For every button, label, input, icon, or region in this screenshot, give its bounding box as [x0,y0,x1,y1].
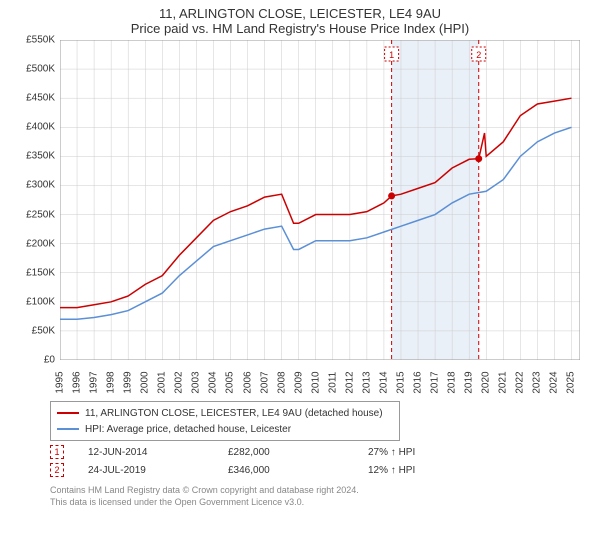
legend-label: 11, ARLINGTON CLOSE, LEICESTER, LE4 9AU … [85,408,383,419]
y-axis-label: £550K [26,35,55,46]
y-axis-label: £100K [26,296,55,307]
x-axis-label: 2003 [191,371,202,393]
sale-hpi: 12% ↑ HPI [368,465,508,476]
x-axis-label: 2012 [344,371,355,393]
x-axis-label: 2025 [566,371,577,393]
chart-title: 11, ARLINGTON CLOSE, LEICESTER, LE4 9AU [10,6,590,21]
x-axis-label: 2005 [225,371,236,393]
x-axis-label: 1996 [72,371,83,393]
x-axis-label: 2002 [174,371,185,393]
x-axis-label: 1997 [89,371,100,393]
x-axis-label: 1998 [106,371,117,393]
x-axis-label: 2022 [515,371,526,393]
y-axis-label: £350K [26,151,55,162]
sale-price: £346,000 [228,465,368,476]
chart-container: 11, ARLINGTON CLOSE, LEICESTER, LE4 9AU … [0,0,600,512]
x-axis-label: 2014 [378,371,389,393]
x-axis-label: 2023 [532,371,543,393]
sale-marker-icon: 2 [50,463,64,477]
x-axis-label: 2004 [208,371,219,393]
y-axis-label: £200K [26,238,55,249]
sale-marker-icon: 1 [50,445,64,459]
legend-item: 11, ARLINGTON CLOSE, LEICESTER, LE4 9AU … [57,405,393,421]
x-axis-label: 2019 [464,371,475,393]
legend-label: HPI: Average price, detached house, Leic… [85,424,291,435]
x-axis-label: 2011 [327,372,338,394]
sale-price: £282,000 [228,447,368,458]
sale-date: 24-JUL-2019 [88,465,228,476]
x-axis-label: 2020 [481,371,492,393]
sale-hpi: 27% ↑ HPI [368,447,508,458]
y-axis-label: £500K [26,64,55,75]
legend-swatch [57,428,79,430]
legend-swatch [57,412,79,414]
chart-area: 12 £0£50K£100K£150K£200K£250K£300K£350K£… [20,40,580,395]
x-axis-label: 2010 [310,371,321,393]
svg-text:2: 2 [476,50,481,60]
sale-row: 1 12-JUN-2014£282,00027% ↑ HPI [50,445,590,459]
x-axis-label: 2013 [361,371,372,393]
y-axis-label: £300K [26,180,55,191]
y-axis-label: £50K [32,325,55,336]
y-axis-label: £400K [26,122,55,133]
legend: 11, ARLINGTON CLOSE, LEICESTER, LE4 9AU … [50,401,400,441]
y-axis-label: £450K [26,93,55,104]
x-axis-label: 1995 [55,371,66,393]
x-axis-label: 2006 [242,371,253,393]
x-axis-label: 2018 [447,371,458,393]
svg-text:1: 1 [389,50,394,60]
footer-line1: Contains HM Land Registry data © Crown c… [50,485,590,497]
chart-subtitle: Price paid vs. HM Land Registry's House … [10,21,590,36]
footer-line2: This data is licensed under the Open Gov… [50,497,590,509]
y-axis-label: £250K [26,209,55,220]
x-axis-label: 2001 [157,371,168,393]
y-axis-label: £0 [44,355,55,366]
x-axis-label: 2008 [276,371,287,393]
x-axis-label: 2007 [259,371,270,393]
chart-plot: 12 [60,40,580,360]
y-axis-label: £150K [26,267,55,278]
x-axis-label: 2024 [549,371,560,393]
sales-summary: 1 12-JUN-2014£282,00027% ↑ HPI 2 24-JUL-201… [10,445,590,477]
footer: Contains HM Land Registry data © Crown c… [50,485,590,508]
sale-row: 2 24-JUL-2019£346,00012% ↑ HPI [50,463,590,477]
sale-date: 12-JUN-2014 [88,447,228,458]
legend-item: HPI: Average price, detached house, Leic… [57,421,393,437]
x-axis-label: 2017 [430,371,441,393]
x-axis-label: 1999 [123,371,134,393]
x-axis-label: 2016 [413,371,424,393]
x-axis-label: 2021 [498,371,509,393]
x-axis-label: 2009 [293,371,304,393]
x-axis-label: 2000 [140,371,151,393]
x-axis-label: 2015 [395,371,406,393]
